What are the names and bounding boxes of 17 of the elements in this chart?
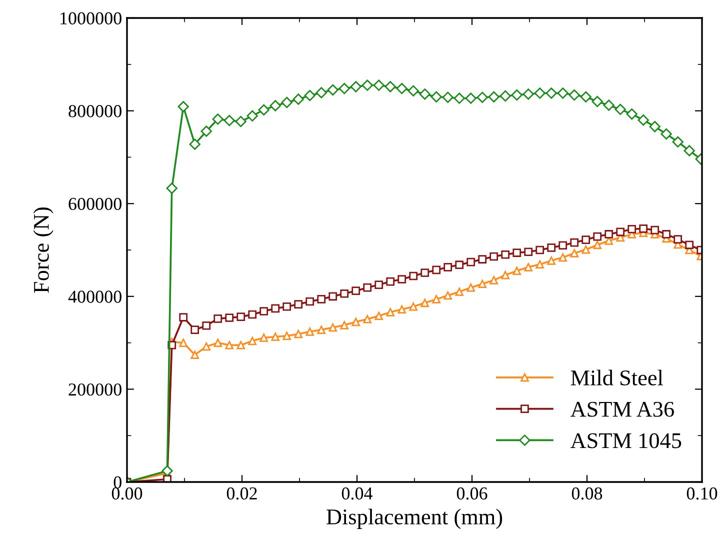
x-tick-label: 0.06 — [456, 487, 488, 500]
x-tick-label: 0.08 — [572, 487, 602, 500]
x-tick-label: 0.10 — [686, 487, 718, 500]
legend-label: Mild Steel — [570, 370, 664, 386]
x-tick-label: 0.04 — [342, 487, 373, 500]
x-tick-label: 0.00 — [112, 487, 142, 500]
y-tick-label: 400000 — [68, 290, 122, 303]
y-axis-title: Force (N) — [33, 207, 54, 293]
y-tick-label: 200000 — [68, 383, 122, 396]
y-tick-label: 800000 — [68, 105, 122, 118]
y-tick-label: 0 — [114, 476, 122, 488]
legend-label: ASTM A36 — [570, 402, 674, 417]
x-axis-title: Displacement (mm) — [326, 508, 502, 529]
y-tick-label: 1000000 — [60, 12, 122, 24]
x-tick-label: 0.02 — [226, 487, 257, 500]
legend-label: ASTM 1045 — [570, 433, 682, 448]
y-tick-label: 600000 — [68, 198, 122, 210]
